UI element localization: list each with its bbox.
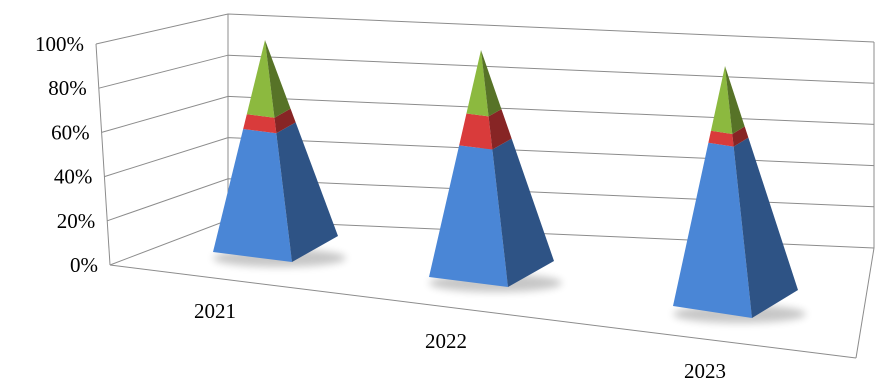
pyramid-front-face [673, 142, 752, 318]
pyramid-side-face [276, 122, 338, 262]
pyramid-segment [213, 122, 338, 262]
pyramid-side-face [265, 40, 291, 118]
y-tick-label: 80% [48, 76, 87, 100]
gridline [95, 13, 875, 45]
y-tick-label: 100% [35, 32, 84, 56]
x-axis-category-labels: 2021 2022 2023 [194, 299, 726, 381]
pyramid-segment [246, 40, 291, 118]
pyramid-segment [429, 138, 554, 287]
left-wall-edge [95, 43, 111, 266]
pyramid-side-face [274, 108, 296, 134]
y-tick-label: 20% [57, 209, 96, 233]
y-tick-label: 0% [70, 253, 98, 277]
pyramid-2023 [673, 66, 798, 318]
pyramid-front-face [466, 50, 489, 117]
pyramid-side-face [492, 138, 554, 287]
y-tick-label: 60% [51, 120, 90, 144]
pyramid-side-face [725, 66, 745, 135]
pyramid-front-face [459, 113, 493, 150]
x-category-label: 2023 [684, 359, 726, 381]
pyramid-side-face [488, 109, 512, 150]
pyramid-segment [710, 66, 745, 135]
pyramid-front-face [213, 129, 292, 262]
x-category-label: 2022 [425, 329, 467, 353]
pyramid-side-face [732, 126, 749, 147]
pyramid-front-face [246, 40, 275, 118]
pyramid-front-face [708, 130, 734, 147]
pyramid-segment [673, 137, 798, 318]
pyramid-segment [466, 50, 502, 117]
floor-front-edge [109, 264, 857, 359]
pyramid-segment [243, 108, 296, 134]
pyramid-side-face [733, 137, 798, 318]
x-category-label: 2021 [194, 299, 236, 323]
pyramid-side-face [481, 50, 502, 117]
pyramid-segment [708, 126, 749, 147]
y-tick-label: 40% [54, 165, 93, 189]
floor-right-edge [855, 247, 875, 359]
gridlines [95, 13, 875, 359]
pyramid-front-face [429, 145, 508, 287]
pyramid-2021 [213, 40, 338, 262]
pyramid-front-face [710, 66, 733, 135]
pyramid-front-face [243, 114, 277, 134]
pyramid-2022 [429, 50, 554, 287]
pyramid-segment [459, 109, 512, 150]
pyramids [213, 40, 798, 318]
y-axis-tick-labels: 0% 20% 40% 60% 80% 100% [35, 32, 98, 277]
